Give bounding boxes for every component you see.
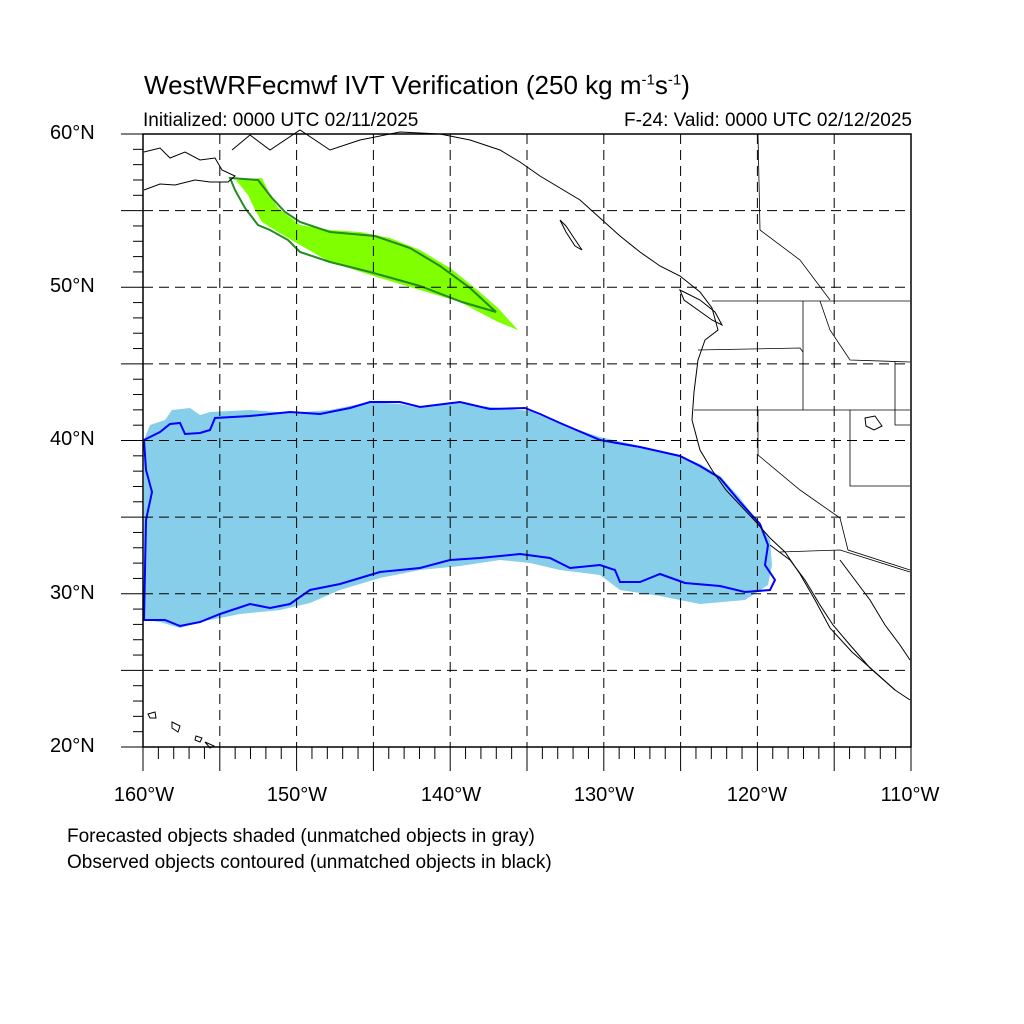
baja-coast [769,544,896,691]
valid-time: F-24: Valid: 0000 UTC 02/12/2025 [624,110,912,131]
ut-border [849,410,910,487]
alaska-coast [143,147,236,191]
forecast-object-2 [236,178,518,330]
caption-observed: Observed objects contoured (unmatched ob… [67,852,552,873]
haida-gwaii [559,219,583,251]
lat-label-20n: 20°N [50,735,95,757]
map-title: WestWRFecmwf IVT Verification (250 kg m-… [144,70,690,100]
lon-label-130w: 130°W [573,784,635,806]
us-mexico-border [779,549,911,573]
gridlines [143,134,911,747]
lon-label-140w: 140°W [420,784,482,806]
map-frame [142,133,912,748]
mt-id-border [819,300,911,363]
bc-ab-border [757,133,831,301]
ca-nv-border [757,410,841,519]
axis-ticks [121,133,912,771]
az-ca-border [839,517,911,571]
great-salt-lake [864,415,883,431]
lat-label-60n: 60°N [50,122,95,144]
lon-label-160w: 160°W [113,784,175,806]
lon-label-150w: 150°W [266,784,328,806]
hawaii-islands [147,711,216,749]
lat-label-40n: 40°N [50,428,95,450]
lat-label-30n: 30°N [50,582,95,604]
lon-label-110w: 110°W [880,784,940,806]
state-borders [694,133,911,573]
wy-border [894,362,910,426]
wa-or-border [697,347,804,353]
gulf-of-california-coast [839,559,911,661]
lat-label-50n: 50°N [50,275,95,297]
coastlines [143,129,911,749]
caption-forecast: Forecasted objects shaded (unmatched obj… [67,826,535,847]
lon-label-120w: 120°W [726,784,788,806]
observed-contour-2 [228,176,497,313]
observed-contour-1 [142,400,777,628]
initialized-time: Initialized: 0000 UTC 02/11/2025 [143,110,419,131]
vancouver-island [679,288,724,327]
